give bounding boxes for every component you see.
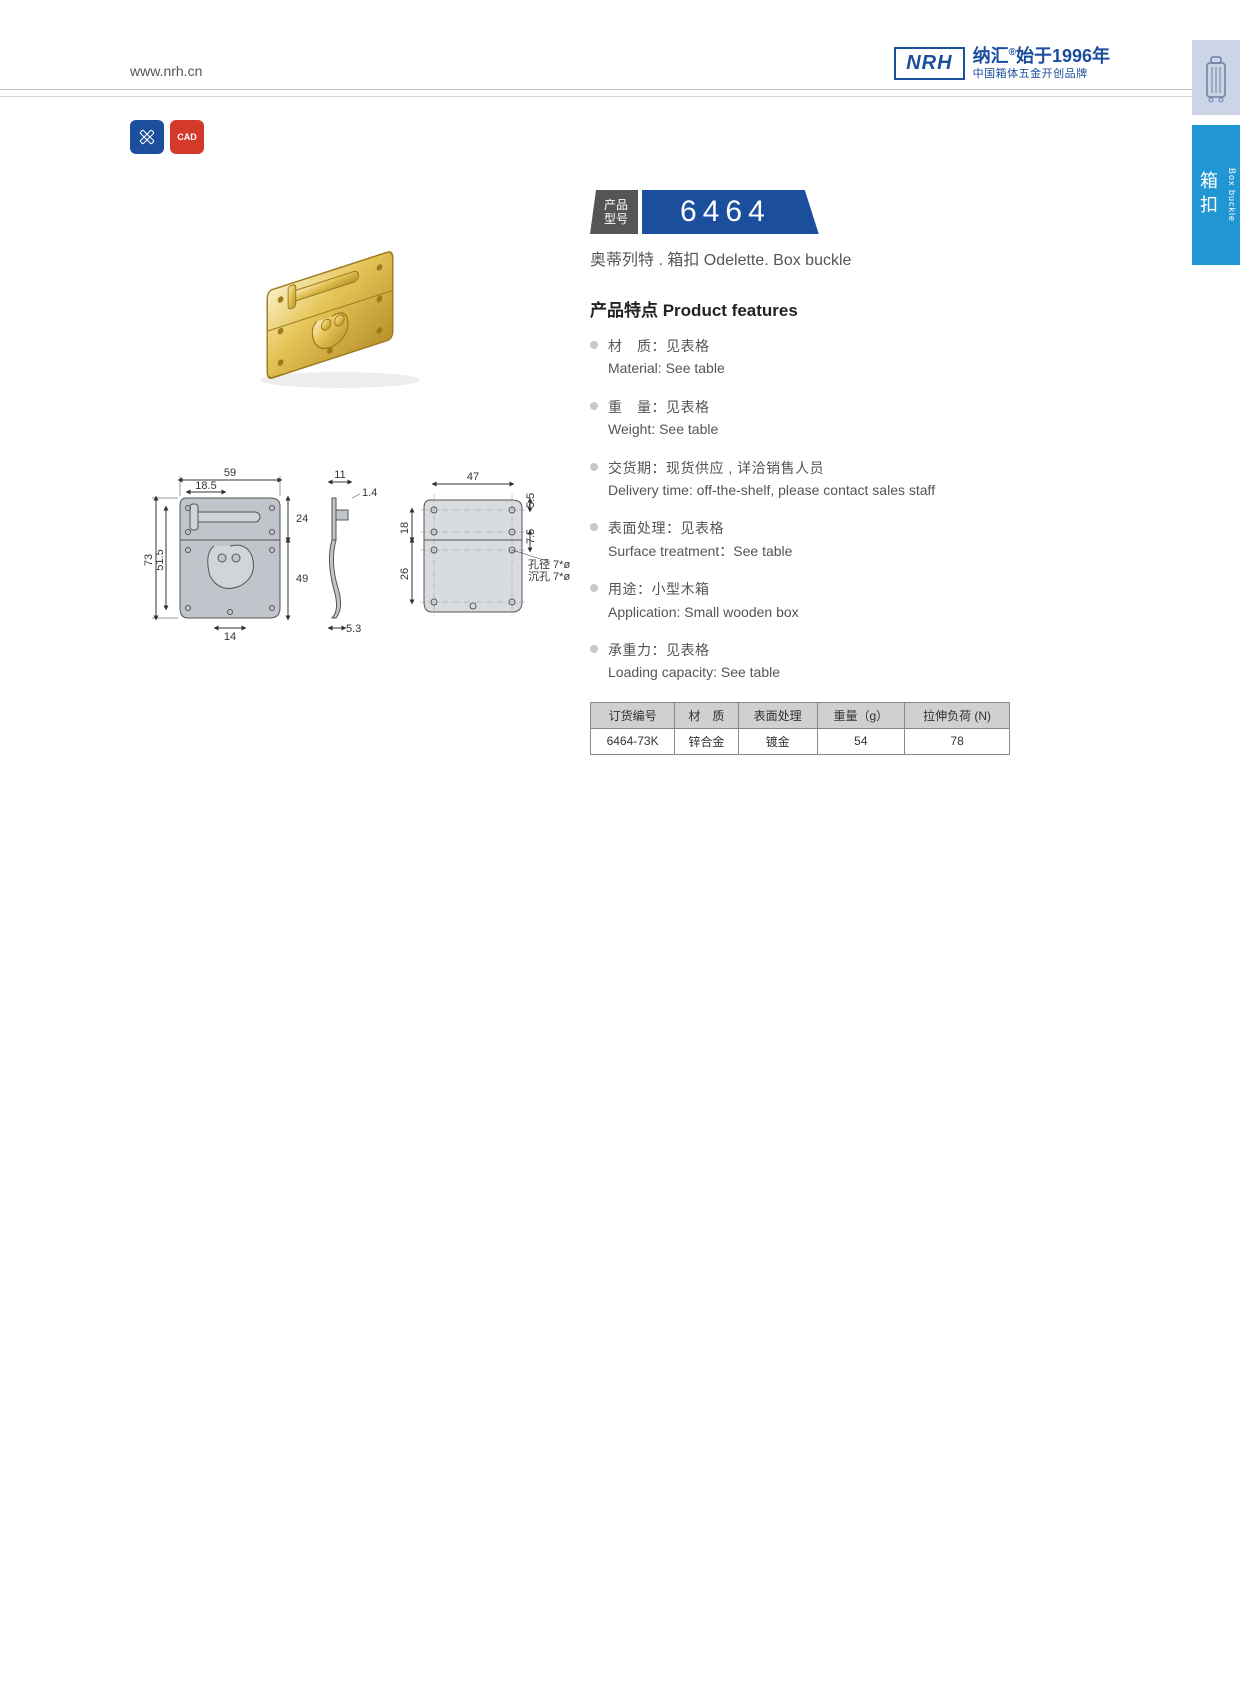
feature-item: 重 量：见表格Weight: See table: [590, 396, 1070, 441]
spec-cell: 54: [817, 728, 905, 754]
feature-en: Material: See table: [608, 357, 1070, 379]
logo-text: 纳汇®始于1996年 中国箱体五金开创品牌: [973, 46, 1110, 81]
model-label: 产品 型号: [590, 190, 638, 234]
feature-item: 用途：小型木箱Application: Small wooden box: [590, 578, 1070, 623]
model-badge: 产品 型号 6464: [590, 190, 1070, 234]
svg-text:7.5: 7.5: [525, 529, 537, 544]
spec-cell: 78: [905, 728, 1010, 754]
svg-text:11: 11: [334, 469, 345, 481]
brand-logo: NRH 纳汇®始于1996年 中国箱体五金开创品牌: [894, 46, 1110, 81]
logo-year: 1996: [1052, 46, 1092, 66]
svg-text:1.4: 1.4: [362, 487, 377, 499]
svg-text:26: 26: [399, 568, 411, 580]
drawing-holes: 47 5.5 7.5 18 26 孔径 7*ø3 沉孔 7*ø5: [399, 471, 570, 616]
dimension-tool-button[interactable]: [130, 120, 164, 154]
feature-en: Surface treatment：See table: [608, 540, 1070, 562]
logo-tagline-1: 纳汇®始于1996年: [973, 46, 1110, 68]
svg-text:5.3: 5.3: [346, 623, 361, 635]
spec-header-row: 订货编号材 质表面处理重量（g）拉伸负荷 (N): [591, 702, 1010, 728]
product-subtitle: 奥蒂列特 . 箱扣 Odelette. Box buckle: [590, 246, 1070, 270]
feature-item: 承重力：见表格Loading capacity: See table: [590, 639, 1070, 684]
spec-cell: 6464-73K: [591, 728, 675, 754]
cad-tool-button[interactable]: CAD: [170, 120, 204, 154]
luggage-icon: [1202, 53, 1230, 103]
side-tab-icon: [1192, 40, 1240, 115]
spec-body: 6464-73K锌合金镀金5478: [591, 728, 1010, 754]
svg-text:18.5: 18.5: [195, 480, 216, 492]
drawing-side: 11 1.4 5.3: [329, 469, 377, 635]
logo-mark: NRH: [894, 47, 964, 80]
product-photo: [210, 220, 450, 400]
technical-drawings: 59 18.5 73 51.5 24 49 14: [140, 460, 570, 660]
feature-item: 材 质：见表格Material: See table: [590, 335, 1070, 380]
feature-en: Application: Small wooden box: [608, 601, 1070, 623]
features-title: 产品特点 Product features: [590, 296, 1070, 321]
toolbar: CAD: [130, 120, 204, 154]
feature-cn: 表面处理：见表格: [608, 517, 1070, 539]
svg-text:24: 24: [296, 513, 308, 525]
side-tab-cn: 箱扣: [1195, 171, 1221, 219]
feature-item: 交货期：现货供应 , 详洽销售人员Delivery time: off-the-…: [590, 457, 1070, 502]
spec-header-cell: 订货编号: [591, 702, 675, 728]
model-number: 6464: [642, 190, 819, 234]
svg-text:孔径 7*ø3: 孔径 7*ø3: [528, 558, 570, 571]
spec-row: 6464-73K锌合金镀金5478: [591, 728, 1010, 754]
ruler-cross-icon: [137, 127, 157, 147]
feature-en: Loading capacity: See table: [608, 661, 1070, 683]
svg-text:59: 59: [224, 467, 236, 479]
feature-en: Weight: See table: [608, 418, 1070, 440]
side-tab-en: Box buckle: [1227, 168, 1237, 222]
side-tab-category: 箱扣 Box buckle: [1192, 125, 1240, 265]
spec-header-cell: 表面处理: [738, 702, 817, 728]
header-divider: [0, 96, 1240, 97]
svg-text:49: 49: [296, 573, 308, 585]
spec-header-cell: 材 质: [675, 702, 738, 728]
svg-text:18: 18: [399, 522, 411, 534]
spec-cell: 锌合金: [675, 728, 738, 754]
model-label-l1: 产品: [604, 198, 628, 212]
header-url: www.nrh.cn: [130, 63, 202, 79]
page-header: www.nrh.cn NRH 纳汇®始于1996年 中国箱体五金开创品牌: [0, 0, 1240, 90]
spec-header-cell: 拉伸负荷 (N): [905, 702, 1010, 728]
logo-tagline-2: 中国箱体五金开创品牌: [973, 68, 1110, 81]
drawing-front: 59 18.5 73 51.5 24 49 14: [143, 467, 308, 643]
cad-label: CAD: [177, 132, 197, 142]
spec-cell: 镀金: [738, 728, 817, 754]
feature-cn: 交货期：现货供应 , 详洽销售人员: [608, 457, 1070, 479]
logo-since: 始于: [1016, 46, 1052, 66]
registered-icon: ®: [1009, 47, 1016, 58]
spec-header-cell: 重量（g）: [817, 702, 905, 728]
feature-item: 表面处理：见表格Surface treatment：See table: [590, 517, 1070, 562]
feature-cn: 用途：小型木箱: [608, 578, 1070, 600]
svg-text:5.5: 5.5: [525, 493, 537, 508]
svg-text:14: 14: [224, 631, 236, 643]
info-column: 产品 型号 6464 奥蒂列特 . 箱扣 Odelette. Box buckl…: [590, 190, 1070, 755]
svg-text:47: 47: [467, 471, 479, 483]
feature-cn: 承重力：见表格: [608, 639, 1070, 661]
spec-table: 订货编号材 质表面处理重量（g）拉伸负荷 (N) 6464-73K锌合金镀金54…: [590, 702, 1010, 755]
feature-en: Delivery time: off-the-shelf, please con…: [608, 479, 1070, 501]
svg-text:沉孔 7*ø5: 沉孔 7*ø5: [528, 570, 570, 583]
features-list: 材 质：见表格Material: See table 重 量：见表格Weight:…: [590, 335, 1070, 684]
logo-year-suffix: 年: [1092, 46, 1110, 66]
feature-cn: 重 量：见表格: [608, 396, 1070, 418]
feature-cn: 材 质：见表格: [608, 335, 1070, 357]
svg-text:51.5: 51.5: [154, 549, 166, 570]
logo-brand-cn: 纳汇: [973, 46, 1009, 66]
model-label-l2: 型号: [604, 212, 628, 226]
